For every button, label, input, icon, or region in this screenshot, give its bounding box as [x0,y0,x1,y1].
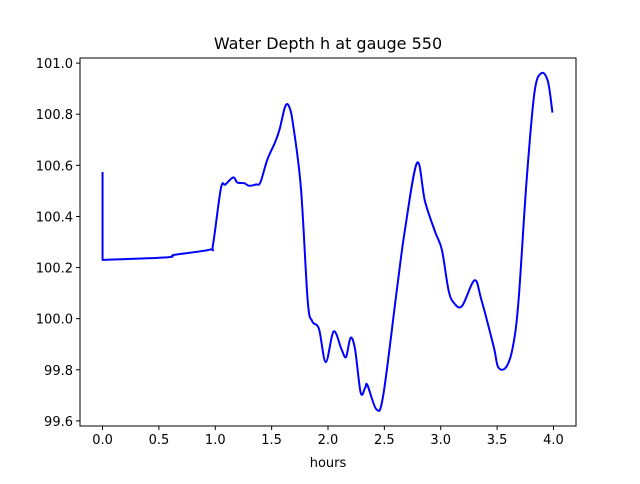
y-tick-label: 100.8 [36,108,73,123]
x-tick-label: 0.0 [92,433,113,448]
axes-frame [79,57,577,427]
y-tick-label: 99.6 [44,415,73,430]
series-line-h [101,71,554,412]
x-tick-label: 1.5 [261,433,282,448]
x-tick-label: 4.0 [543,433,564,448]
x-tick-label: 1.0 [205,433,226,448]
chart-title: Water Depth h at gauge 550 [214,34,442,53]
plot-area [101,71,554,412]
x-tick-label: 2.0 [318,433,339,448]
x-tick-label: 0.5 [149,433,170,448]
y-tick-label: 100.4 [36,210,73,225]
y-tick-label: 100.0 [36,313,73,328]
y-axis-ticks: 99.6 99.8 100.0 100.2 100.4 100.6 100.8 101.0 [36,57,80,430]
x-axis-ticks: 0.0 0.5 1.0 1.5 2.0 2.5 3.0 3.5 4.0 [92,426,564,448]
x-tick-label: 2.5 [374,433,395,448]
x-tick-label: 3.0 [430,433,451,448]
x-tick-label: 3.5 [487,433,508,448]
y-tick-label: 100.6 [36,159,73,174]
x-axis-label: hours [310,456,347,471]
y-tick-label: 99.8 [44,364,73,379]
y-tick-label: 101.0 [36,57,73,72]
y-tick-label: 100.2 [36,262,73,277]
